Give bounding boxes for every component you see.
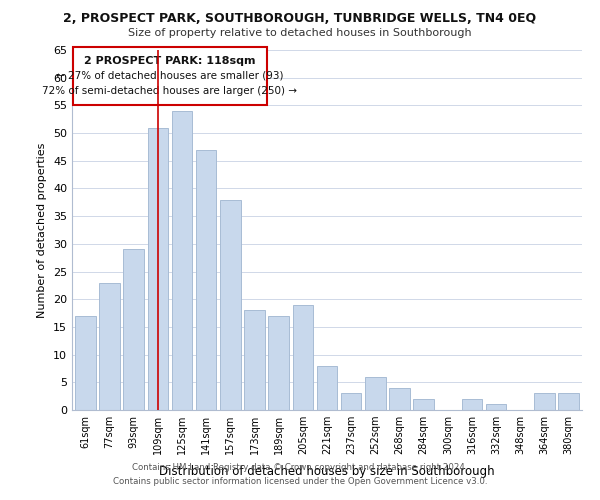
Bar [486, 404, 506, 410]
Bar [317, 366, 337, 410]
FancyBboxPatch shape [73, 47, 266, 106]
Text: 2 PROSPECT PARK: 118sqm: 2 PROSPECT PARK: 118sqm [84, 56, 256, 66]
Bar [268, 316, 289, 410]
Text: Size of property relative to detached houses in Southborough: Size of property relative to detached ho… [128, 28, 472, 38]
Bar [365, 377, 386, 410]
Y-axis label: Number of detached properties: Number of detached properties [37, 142, 47, 318]
Text: 2, PROSPECT PARK, SOUTHBOROUGH, TUNBRIDGE WELLS, TN4 0EQ: 2, PROSPECT PARK, SOUTHBOROUGH, TUNBRIDG… [64, 12, 536, 26]
Text: 72% of semi-detached houses are larger (250) →: 72% of semi-detached houses are larger (… [43, 86, 298, 96]
Bar [413, 399, 434, 410]
Text: Contains public sector information licensed under the Open Government Licence v3: Contains public sector information licen… [113, 477, 487, 486]
Bar [172, 111, 192, 410]
Bar [559, 394, 579, 410]
Bar [244, 310, 265, 410]
Text: ← 27% of detached houses are smaller (93): ← 27% of detached houses are smaller (93… [56, 70, 284, 81]
Bar [462, 399, 482, 410]
Bar [341, 394, 361, 410]
Text: Contains HM Land Registry data © Crown copyright and database right 2024.: Contains HM Land Registry data © Crown c… [132, 464, 468, 472]
Bar [196, 150, 217, 410]
Bar [124, 250, 144, 410]
X-axis label: Distribution of detached houses by size in Southborough: Distribution of detached houses by size … [159, 466, 495, 478]
Bar [75, 316, 95, 410]
Bar [220, 200, 241, 410]
Bar [389, 388, 410, 410]
Bar [148, 128, 168, 410]
Bar [99, 282, 120, 410]
Bar [534, 394, 555, 410]
Bar [293, 305, 313, 410]
